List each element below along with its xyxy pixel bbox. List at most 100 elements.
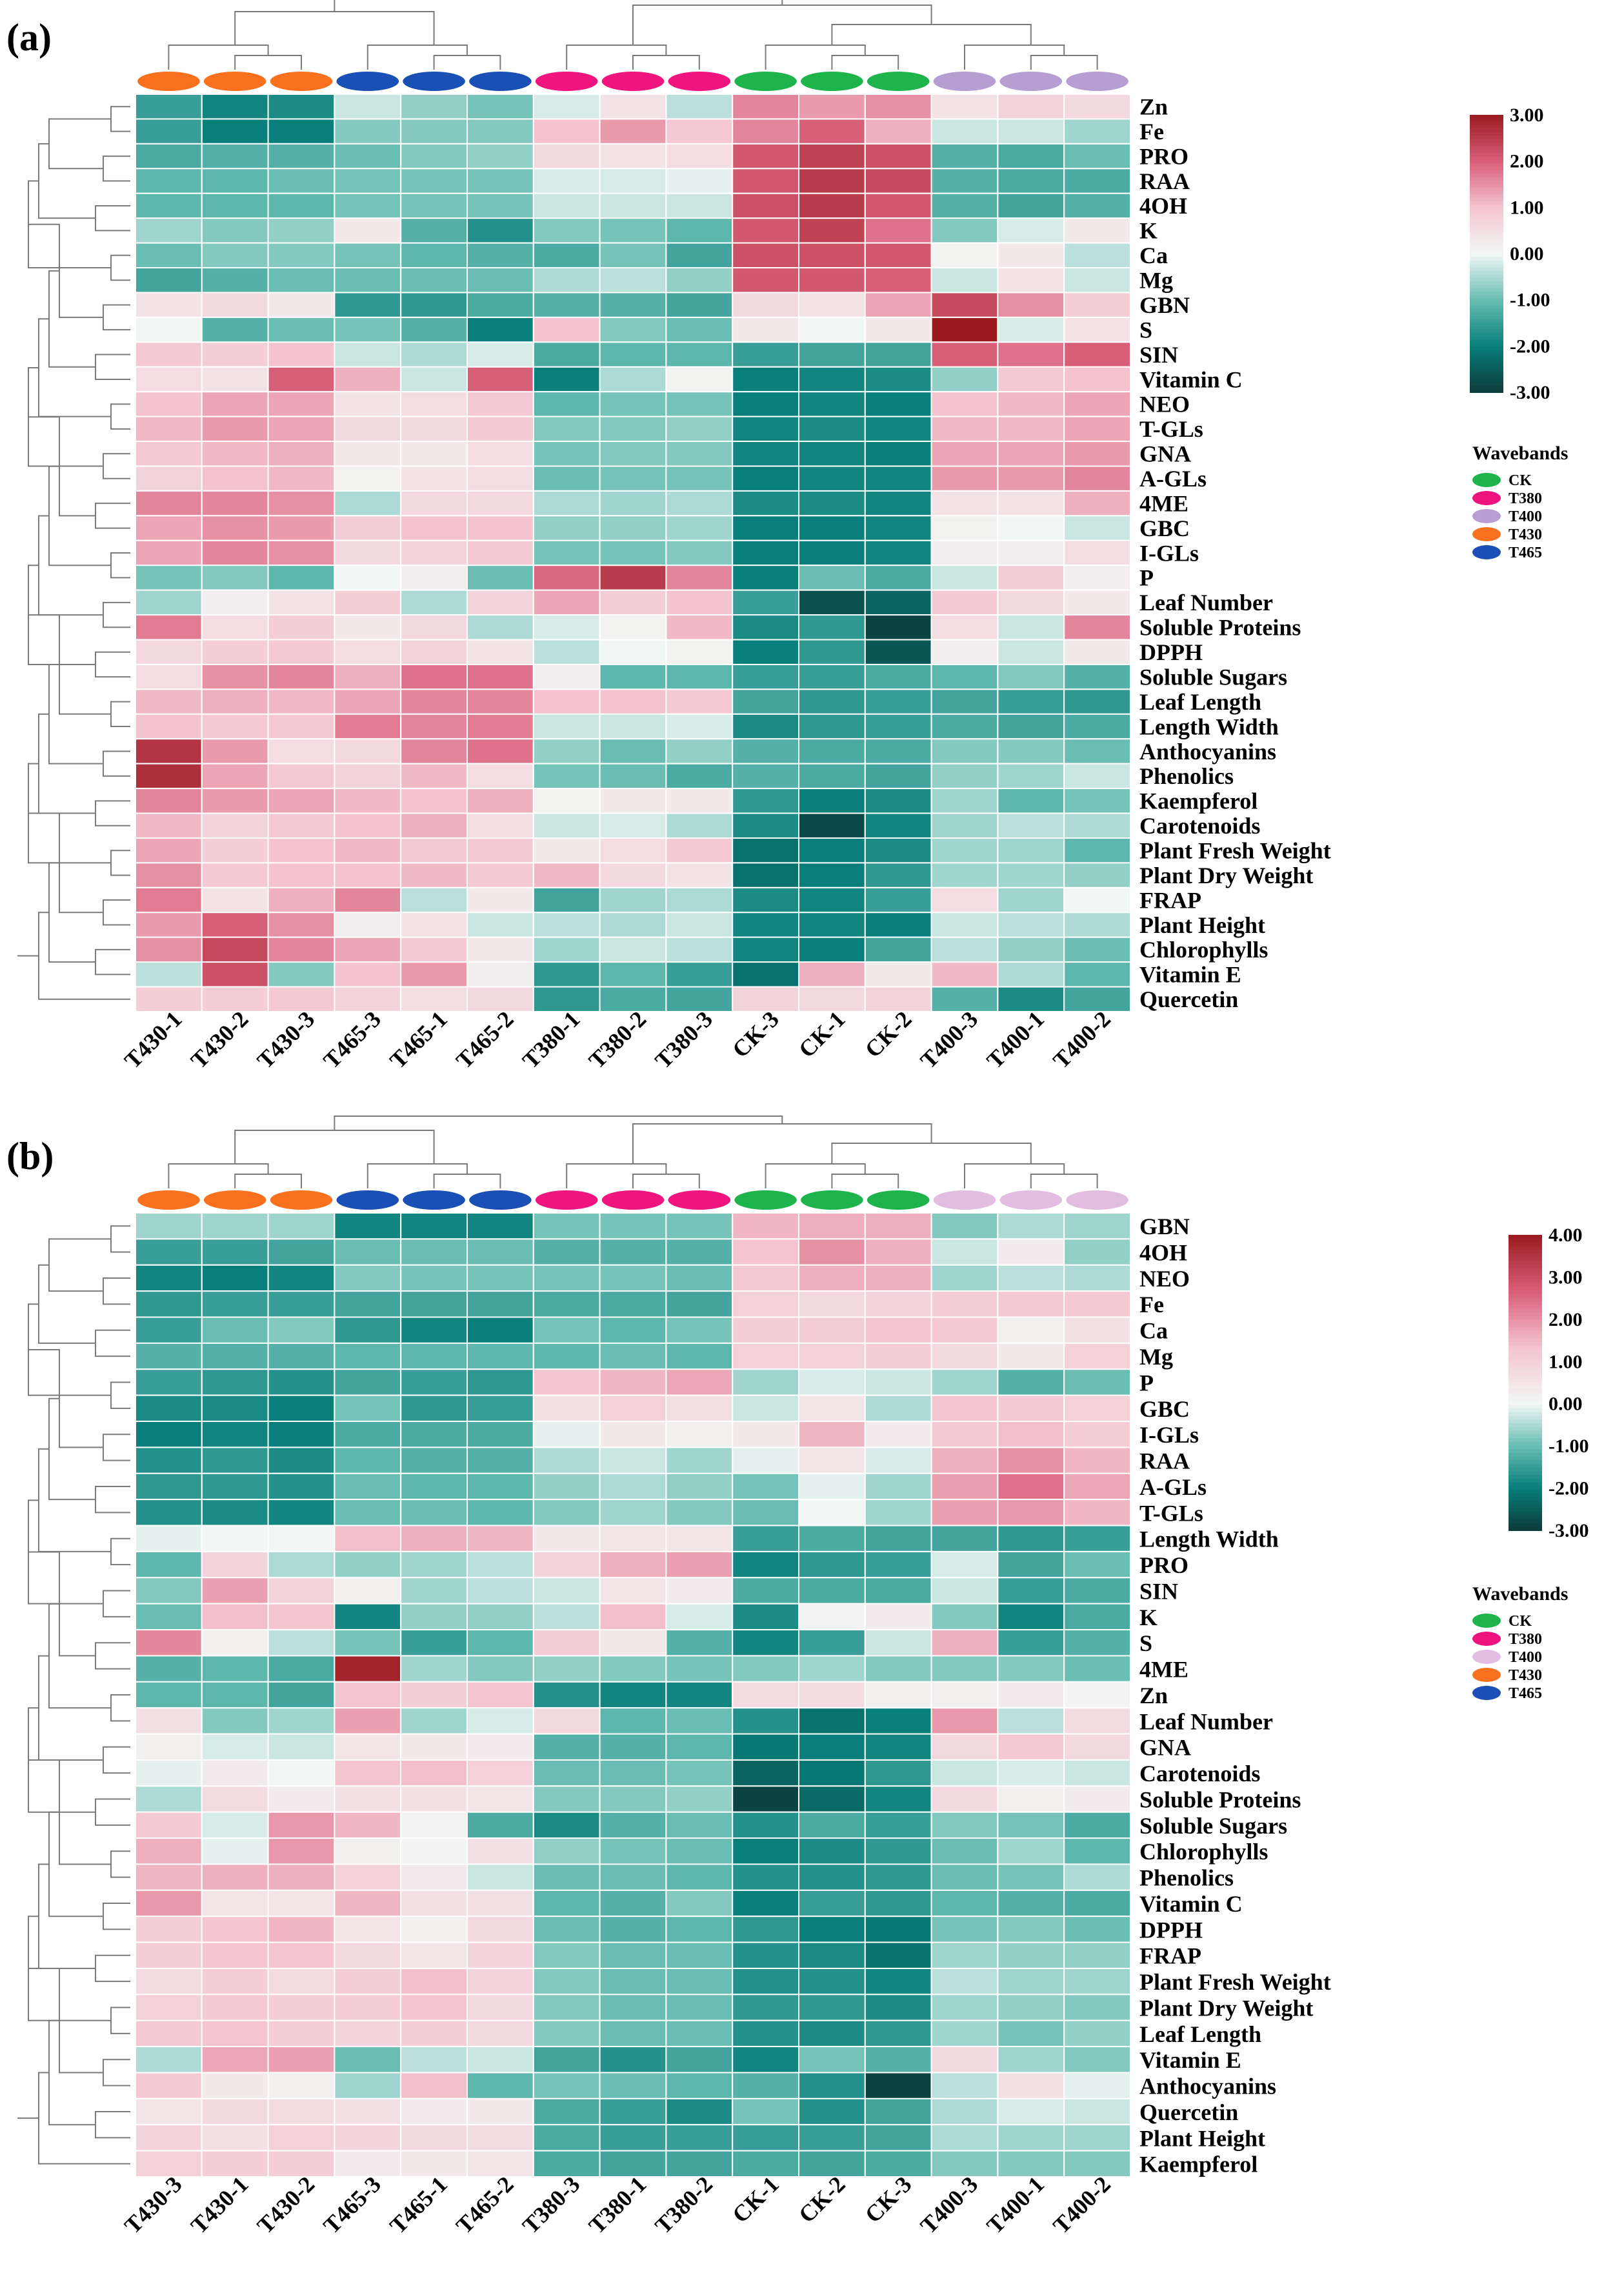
heatmap-cell [864,1889,932,1917]
heatmap-cell [599,341,667,368]
heatmap-cell [599,936,667,963]
colorbar-segment [1509,1242,1542,1247]
colorbar-tick: 2.00 [1510,151,1544,172]
heatmap-cell [732,465,799,492]
group-marker [535,1190,598,1210]
heatmap-cell [466,515,534,541]
heatmap-cell [930,1577,999,1605]
heatmap-cell [334,2150,402,2177]
heatmap-cell [798,688,866,715]
group-marker [601,72,665,91]
colorbar-tick: 1.00 [1549,1351,1583,1372]
heatmap-cell [201,1863,269,1891]
colorbar-segment [1509,1319,1542,1325]
heatmap-cell [201,738,269,765]
heatmap-cell [665,1550,734,1579]
heatmap-cell [1063,1446,1131,1474]
heatmap-cell [599,2072,667,2099]
heatmap-cell [400,1394,468,1423]
colorbar-segment [1470,170,1503,175]
heatmap-cell [599,1212,667,1240]
heatmap-cell [997,143,1065,170]
colorbar-segment [1470,385,1503,390]
heatmap-cell [930,1212,999,1240]
heatmap-cell [997,2124,1065,2152]
heatmap-cell [400,391,468,417]
heatmap-cell [267,1290,336,1318]
heatmap-cell [466,1577,534,1605]
heatmap-cell [201,1759,269,1787]
heatmap-cell [798,1941,866,1969]
heatmap-cell [532,143,601,170]
heatmap-cell [997,316,1065,343]
colorbar-segment [1470,274,1503,279]
column-label: CK-1 [727,2171,784,2228]
row-label: GNA [1139,1735,1191,1761]
heatmap-cell [201,713,269,740]
heatmap-cell [135,2072,203,2099]
heatmap-cell [1063,1916,1131,1943]
heatmap-cell [135,415,203,443]
heatmap-cell [997,1212,1065,1240]
heatmap-cell [201,1629,269,1657]
heatmap-cell [930,1707,999,1735]
heatmap-cell [864,738,932,765]
heatmap-cell [334,1603,402,1631]
heatmap-cell [599,415,667,443]
heatmap-cell [997,292,1065,318]
heatmap-cell [864,1472,932,1501]
heatmap-cell [864,1238,932,1266]
heatmap-cell [798,1889,866,1917]
heatmap-cell [1063,143,1131,170]
heatmap-cell [599,1577,667,1605]
heatmap-cell [1063,1863,1131,1891]
heatmap-cell [466,936,534,963]
row-label: Vitamin C [1139,366,1243,392]
heatmap-cell [599,1707,667,1735]
colorbar-segment [1470,354,1503,359]
legend-marker [1472,1650,1501,1664]
heatmap-cell [665,94,734,120]
row-label: P [1139,1370,1154,1396]
heatmap-cell [334,1941,402,1969]
colorbar-segment [1470,270,1503,275]
heatmap-cell [135,1446,203,1474]
heatmap-cell [267,490,336,517]
colorbar-segment [1470,343,1503,348]
heatmap-cell [930,1967,999,1996]
heatmap-cell [798,2124,866,2152]
heatmap-cell [732,1785,799,1813]
legend-label: CK [1509,472,1532,489]
colorbar-segment [1509,1482,1542,1487]
heatmap-cell [864,862,932,888]
row-label: Length Width [1139,1526,1279,1552]
heatmap-cell [997,515,1065,541]
heatmap-cell [400,639,468,665]
heatmap-cell [201,1916,269,1943]
heatmap-cell [732,1577,799,1605]
heatmap-cell [732,837,799,864]
heatmap-cell [532,688,601,715]
heatmap-cell [334,192,402,219]
colorbar-segment [1509,1356,1542,1361]
heatmap-cell [665,1290,734,1318]
heatmap-cell [665,2046,734,2074]
heatmap-cell [466,986,534,1013]
row-label: Anthocyanins [1139,2074,1276,2099]
heatmap-cell [334,1759,402,1787]
heatmap-cell [930,1681,999,1709]
heatmap-cell [334,2124,402,2152]
heatmap-cell [532,663,601,690]
heatmap-cell [532,2072,601,2099]
heatmap-cell [466,1681,534,1709]
heatmap-cell [466,1967,534,1996]
heatmap-cell [798,490,866,517]
column-label: T400-1 [981,1006,1049,1074]
heatmap-cell [864,886,932,914]
colorbar-segment [1470,375,1503,379]
heatmap-cell [532,391,601,417]
colorbar-segment [1509,1334,1542,1339]
column-label: T380-1 [517,1006,585,1074]
heatmap-cell [665,986,734,1013]
heatmap-cell [864,961,932,988]
